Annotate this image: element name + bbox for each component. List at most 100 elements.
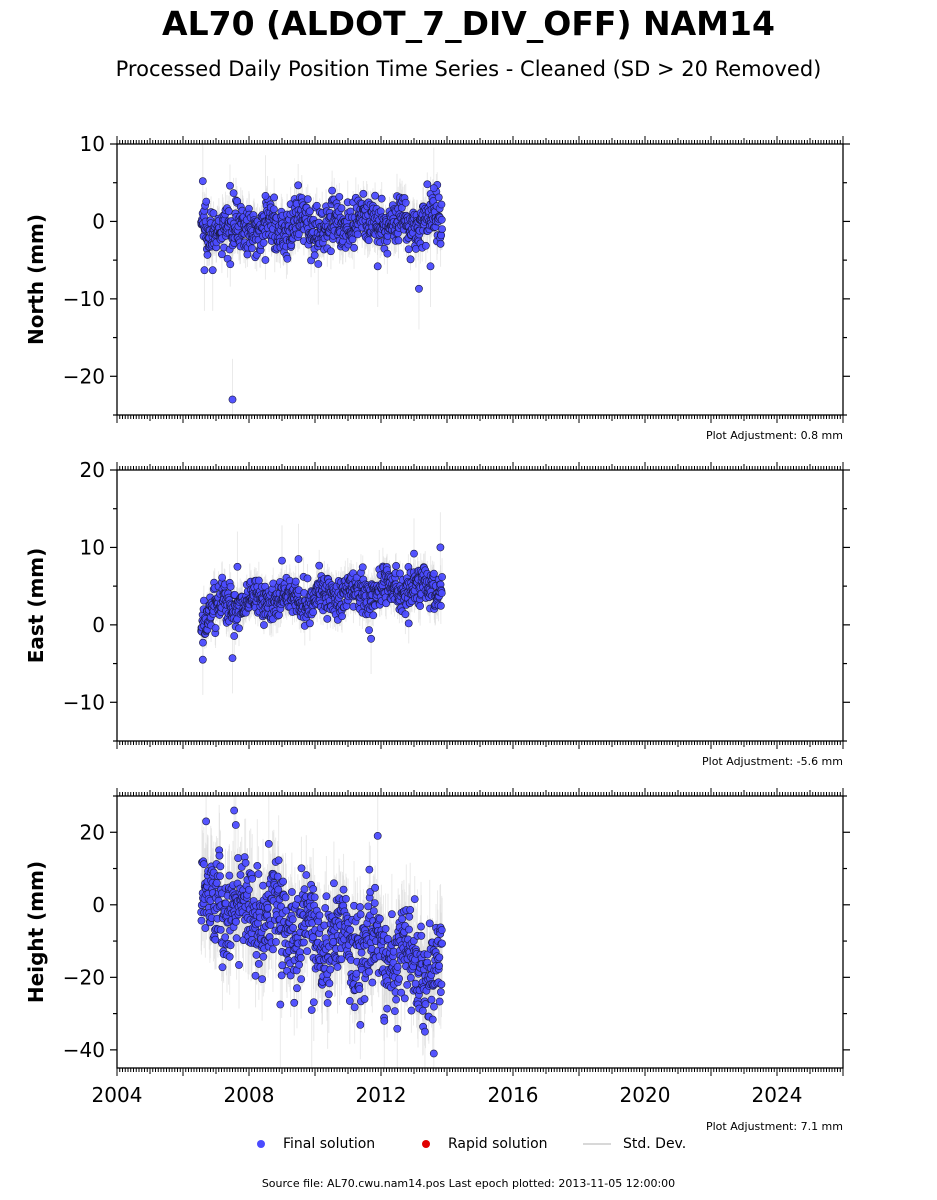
panel-north: −20 −10 0 10 North (mm) Plot Adjustment: 0.8 …: [24, 132, 850, 442]
data-point: [364, 236, 373, 245]
data-point: [226, 260, 235, 269]
data-point: [259, 238, 268, 247]
data-point: [421, 241, 430, 250]
data-point: [396, 569, 404, 578]
data-point: [416, 602, 425, 610]
data-point: [359, 189, 368, 198]
data-point: [394, 236, 403, 245]
data-point: [436, 601, 445, 610]
data-point: [203, 251, 212, 259]
data-point: [392, 562, 400, 570]
chart-subtitle: Processed Daily Position Time Series - C…: [115, 57, 822, 81]
data-point: [269, 205, 278, 214]
y-tick-label: −10: [63, 690, 105, 714]
data-point: [275, 611, 283, 619]
plot-frame-north: [116, 143, 844, 416]
data-point: [224, 207, 233, 216]
y-axis-label-east: East (mm): [24, 548, 48, 664]
data-point: [328, 186, 337, 195]
y-tick-label: 10: [80, 132, 105, 156]
data-point: [294, 230, 303, 239]
data-point: [270, 193, 279, 202]
data-point: [358, 563, 367, 572]
y-tick-label: 10: [80, 535, 105, 559]
data-point: [229, 189, 238, 198]
data-point: [202, 197, 211, 206]
data-point: [305, 619, 314, 628]
data-point: [437, 215, 446, 224]
y-tick-label: −20: [63, 364, 105, 388]
plot-adjustment-north: Plot Adjustment: 0.8 mm: [706, 429, 843, 442]
data-point: [254, 576, 263, 585]
data-point: [426, 262, 435, 271]
data-point: [200, 266, 209, 275]
data-point: [369, 611, 378, 620]
data-point: [310, 251, 319, 260]
data-point: [312, 201, 321, 210]
y-tick-label: 0: [92, 613, 105, 637]
data-point: [235, 624, 243, 633]
data-point: [335, 192, 344, 201]
data-point: [228, 395, 237, 404]
data-point: [233, 562, 242, 571]
data-point: [337, 204, 346, 213]
data-point: [303, 195, 312, 204]
data-point: [315, 561, 324, 570]
data-point: [401, 610, 410, 619]
data-layer-height: [197, 796, 446, 1068]
data-point: [406, 255, 415, 264]
data-point: [377, 194, 386, 203]
data-point: [209, 209, 218, 218]
data-point: [401, 198, 410, 207]
data-point: [305, 207, 314, 216]
data-point: [261, 256, 270, 264]
data-point: [198, 655, 207, 664]
data-point: [429, 184, 438, 193]
data-point: [367, 634, 375, 643]
data-point: [437, 589, 446, 598]
data-point: [410, 549, 418, 558]
data-point: [243, 250, 252, 259]
data-point: [291, 577, 300, 586]
data-point: [353, 230, 362, 239]
data-point: [383, 249, 392, 258]
y-tick-label: −10: [63, 287, 105, 311]
data-point: [430, 569, 438, 578]
y-tick-label: 0: [92, 209, 105, 233]
data-point: [248, 244, 256, 253]
y-tick-label: 20: [80, 458, 105, 482]
data-layer-east: [197, 512, 446, 695]
plot-adjustment-east: Plot Adjustment: -5.6 mm: [702, 755, 843, 768]
data-point: [283, 254, 292, 263]
data-point: [260, 621, 268, 629]
data-point: [230, 632, 239, 640]
data-point: [404, 245, 413, 254]
data-point: [323, 614, 332, 623]
data-point: [438, 225, 446, 233]
data-layer-north: [197, 144, 446, 415]
data-point: [438, 573, 446, 581]
data-point: [208, 266, 217, 275]
data-point: [314, 260, 323, 268]
data-point: [278, 556, 286, 565]
data-point: [404, 619, 413, 628]
data-point: [294, 555, 303, 563]
data-point: [211, 624, 220, 632]
chart-title: AL70 (ALDOT_7_DIV_OFF) NAM14: [162, 4, 775, 43]
data-point: [327, 247, 335, 256]
data-point: [294, 181, 303, 190]
panel-east: −10 0 10 20 East (mm) Plot Adjustment: -5.6 m…: [24, 458, 850, 768]
data-point: [303, 574, 312, 583]
data-point: [218, 573, 227, 582]
data-point: [226, 582, 235, 591]
data-point: [350, 243, 358, 252]
data-point: [199, 638, 207, 647]
y-axis-label-north: North (mm): [24, 214, 48, 345]
data-point: [198, 177, 207, 186]
data-point: [437, 200, 446, 209]
data-point: [226, 181, 234, 190]
data-point: [199, 596, 208, 605]
data-point: [436, 239, 445, 248]
